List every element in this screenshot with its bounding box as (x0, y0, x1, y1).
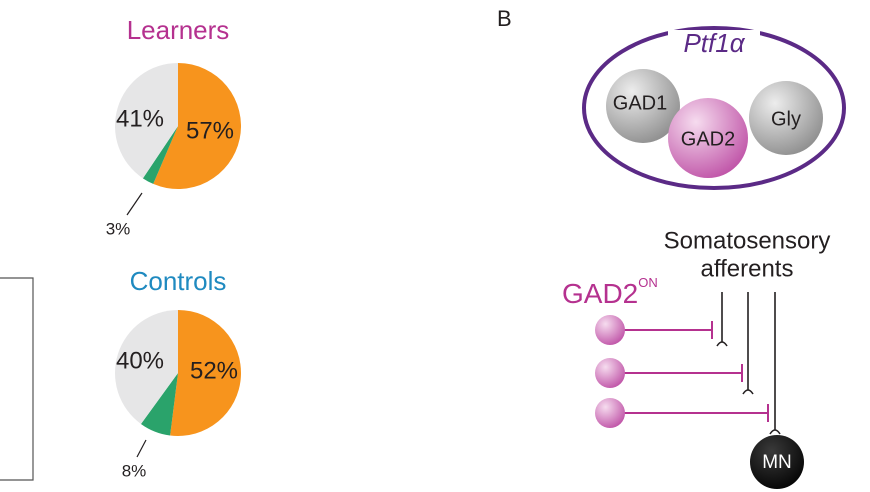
interneuron-name: GAD2 (562, 278, 638, 309)
cell-circle (606, 69, 680, 143)
pie-wedge (170, 310, 241, 436)
cell-outline (582, 26, 846, 190)
cell-label: GAD2 (681, 128, 735, 150)
pie-wedge (140, 373, 178, 436)
value-label: 3% (106, 219, 131, 238)
motor-neuron-label: MN (762, 452, 792, 473)
pie-wedge (153, 63, 242, 190)
value-label: 41% (116, 105, 164, 132)
cell-type-label: Ptf1α (683, 28, 745, 58)
panel-label: B (497, 6, 512, 31)
label-bg (668, 30, 760, 60)
afferent-lines (716, 292, 781, 435)
motor-neuron (750, 435, 804, 489)
interneuron (595, 358, 625, 388)
cell-circle (749, 81, 823, 155)
value-label: 8% (122, 461, 147, 480)
cell-circle (668, 98, 748, 178)
pie-wedge (114, 310, 178, 424)
panel-frame (0, 277, 34, 481)
value-label: 52% (190, 357, 238, 384)
chart-title: Controls (130, 266, 227, 296)
cell-label: GAD1 (613, 92, 667, 114)
interneuron-label: GAD2ON (562, 275, 658, 309)
chart-title: Learners (127, 15, 230, 45)
value-label: 57% (186, 117, 234, 144)
panel-a: Learners 57% 3% 41% Controls 52% 8% 40% (106, 15, 242, 480)
cell-label: Gly (771, 108, 801, 130)
afferents-label: afferents (701, 255, 794, 282)
interneuron (595, 315, 625, 345)
leader-line (136, 439, 147, 458)
value-label: 40% (116, 347, 164, 374)
pie-wedge (142, 126, 178, 184)
leader-line (126, 192, 143, 216)
afferents-label: Somatosensory (664, 227, 831, 254)
interneuron (595, 398, 625, 428)
pie-wedge (114, 63, 178, 179)
interneuron-superscript: ON (638, 275, 658, 290)
interneuron-axons (620, 321, 769, 422)
panel-b: B Ptf1α GAD1 GAD2 Gly Somatosensory affe… (497, 6, 846, 489)
